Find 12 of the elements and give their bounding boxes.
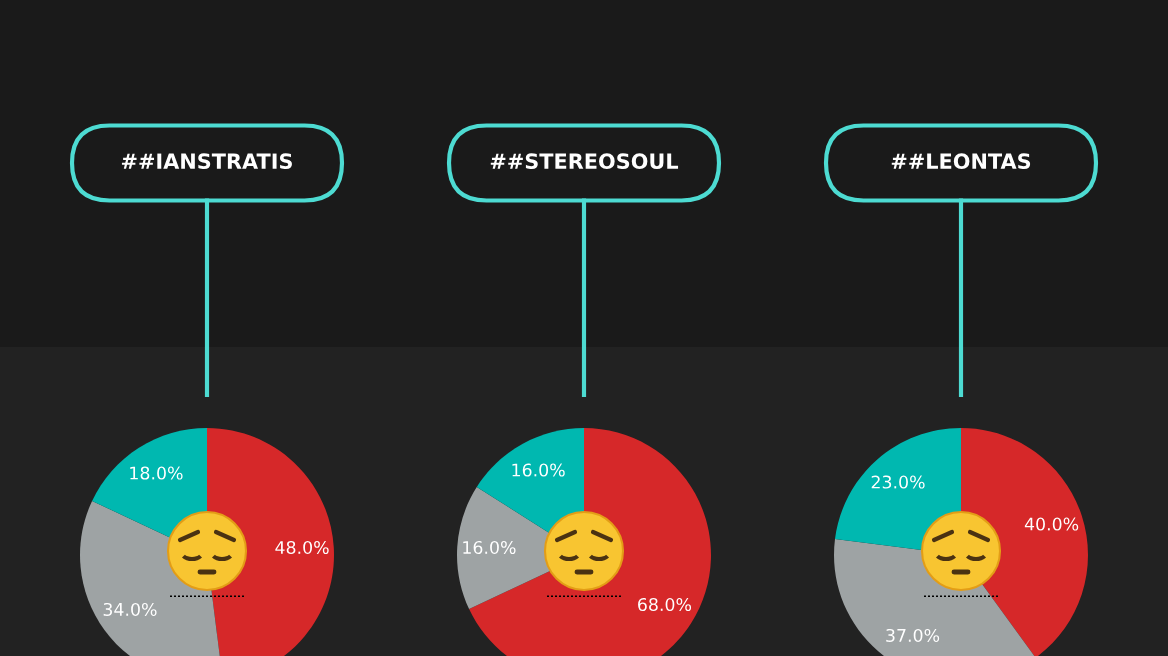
- data-label: 68.0%: [638, 597, 692, 612]
- chart-title: ##LEONTAS: [891, 153, 1031, 170]
- chart-title: ##IANSTRATIS: [121, 153, 292, 170]
- data-label: 23.0%: [871, 475, 925, 489]
- chart-title: ##STEREOSOUL: [490, 153, 679, 170]
- data-label: 18.0%: [130, 466, 183, 480]
- data-label: 34.0%: [103, 602, 157, 617]
- data-label: 16.0%: [512, 463, 565, 477]
- data-label: 48.0%: [275, 540, 329, 555]
- data-label: 37.0%: [886, 628, 940, 643]
- data-label: 16.0%: [463, 540, 516, 555]
- data-label: 40.0%: [1024, 517, 1079, 531]
